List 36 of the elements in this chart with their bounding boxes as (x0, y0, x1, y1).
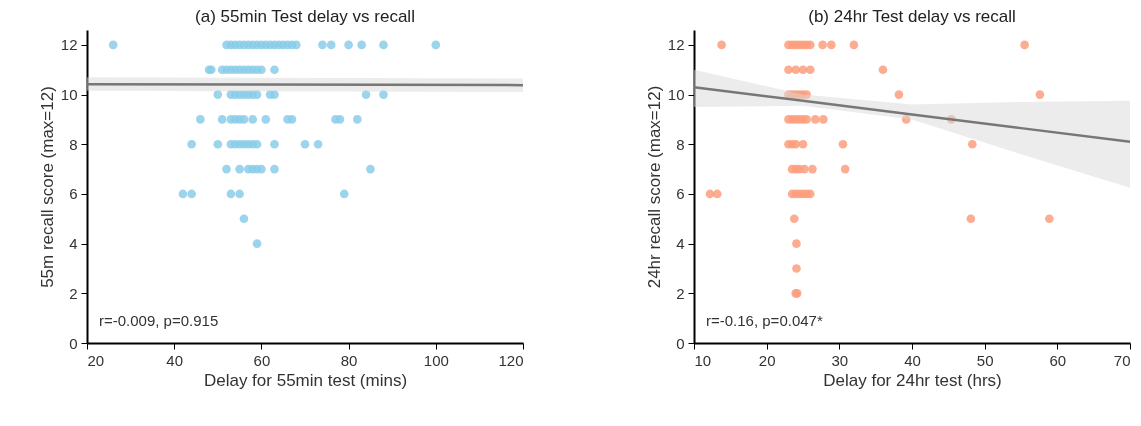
y-tick-label: 2 (676, 284, 685, 302)
x-tick-label: 10 (694, 351, 712, 369)
x-tick-label: 120 (498, 351, 524, 369)
x-tick-label: 50 (976, 351, 994, 369)
x-axis-title: Delay for 24hr test (hrs) (823, 370, 1002, 390)
y-axis-title: 24hr recall score (max=12) (644, 85, 664, 289)
y-tick-label: 8 (676, 135, 685, 153)
y-tick-label: 2 (69, 284, 78, 302)
y-tick-label: 10 (667, 86, 685, 104)
y-tick-label: 10 (60, 86, 78, 104)
x-tick-label: 70 (1113, 351, 1131, 369)
y-tick-label: 4 (676, 235, 685, 253)
y-tick-label: 6 (676, 185, 685, 203)
y-tick-label: 0 (676, 334, 685, 352)
x-tick-label: 30 (831, 351, 849, 369)
x-tick-label: 40 (166, 351, 184, 369)
annotation: r=-0.16, p=0.047* (706, 312, 823, 329)
x-tick-label: 60 (1049, 351, 1067, 369)
x-tick-label: 100 (423, 351, 449, 369)
y-tick-label: 0 (69, 334, 78, 352)
x-axis-title: Delay for 55min test (mins) (203, 370, 408, 390)
x-tick-label: 20 (87, 351, 105, 369)
chart-title: (b) 24hr Test delay vs recall (808, 7, 1016, 26)
line-series (692, 85, 1132, 144)
y-axis-title: 55m recall score (max=12) (37, 86, 57, 288)
y-tick-label: 6 (69, 185, 78, 203)
x-tick-label: 20 (758, 351, 776, 369)
annotation: r=-0.009, p=0.915 (99, 312, 219, 329)
y-tick-label: 4 (69, 235, 78, 253)
y-tick-label: 8 (69, 135, 78, 153)
chart-title: (a) 55min Test delay vs recall (195, 7, 415, 26)
y-tick-label: 12 (60, 36, 78, 54)
x-tick-label: 60 (253, 351, 271, 369)
y-tick-label: 12 (667, 36, 685, 54)
x-tick-label: 80 (340, 351, 358, 369)
x-tick-label: 40 (904, 351, 921, 369)
